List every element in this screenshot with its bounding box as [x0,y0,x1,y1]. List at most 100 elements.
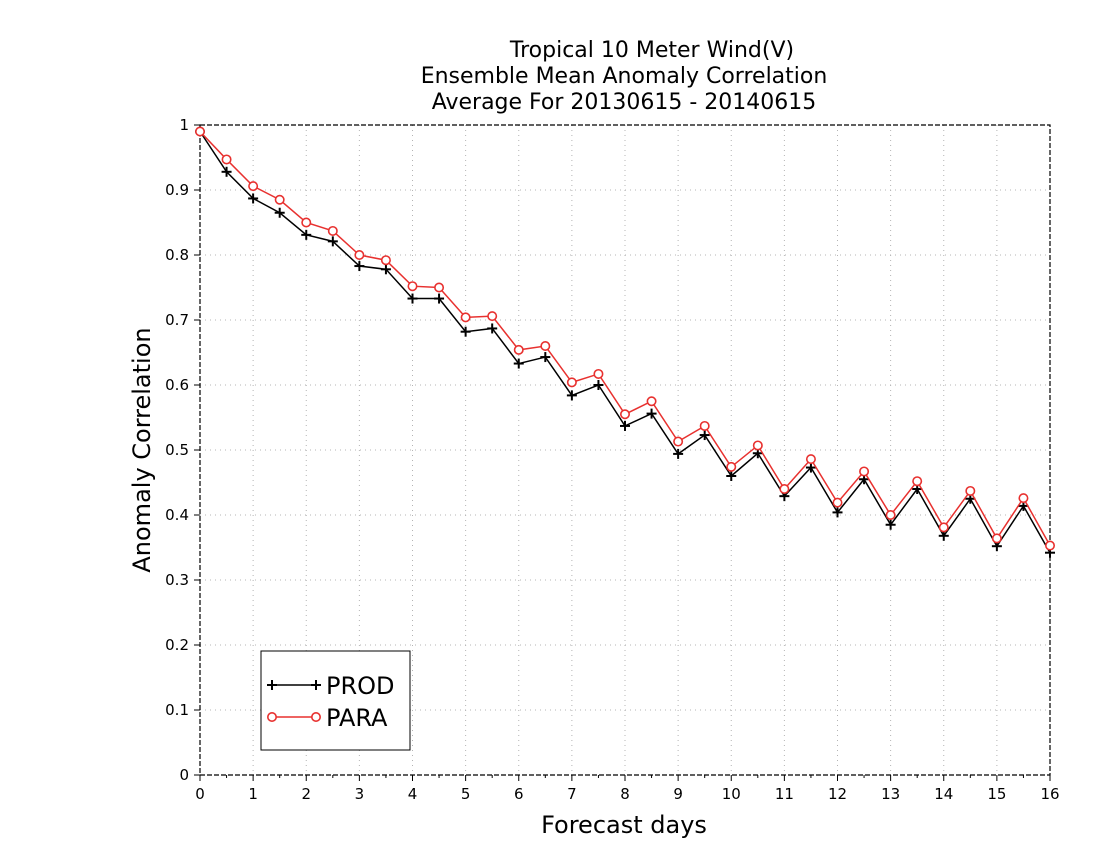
x-tick-label: 12 [828,785,847,803]
y-tick-label: 0.9 [165,181,189,199]
data-point-prod [354,261,365,272]
x-tick-label: 10 [722,785,741,803]
data-point-para [407,281,418,292]
series-para [195,126,1056,551]
data-point-para [195,126,206,137]
legend-marker-prod [267,680,277,690]
x-tick-label: 0 [195,785,205,803]
chart-title-line-1: Tropical 10 Meter Wind(V) [509,38,794,63]
series-prod [195,126,1055,558]
x-tick-label: 13 [881,785,900,803]
data-point-para [248,181,259,192]
x-tick-label: 7 [567,785,577,803]
data-point-para [991,533,1002,544]
data-point-prod [248,193,259,204]
y-tick-label: 0.5 [165,441,189,459]
x-tick-label: 14 [934,785,953,803]
x-tick-label: 16 [1040,785,1059,803]
y-tick-label: 1 [179,116,189,134]
x-tick-label: 2 [301,785,311,803]
data-point-prod [593,380,604,390]
data-point-prod [301,229,312,240]
data-point-prod [274,207,285,218]
y-tick-label: 0.8 [165,246,189,264]
data-point-para [699,420,710,431]
data-point-para [646,396,657,407]
legend-label-para: PARA [326,704,388,732]
x-tick-label: 9 [673,785,683,803]
axis-ticks [194,124,1051,781]
data-point-prod [513,358,524,369]
legend: PROD PARA [260,650,411,751]
x-tick-label: 4 [408,785,418,803]
data-point-prod [726,471,737,481]
y-tick-label: 0 [179,766,189,784]
data-point-prod [938,530,949,541]
x-tick-label: 1 [248,785,258,803]
data-point-para [1018,493,1029,504]
data-point-para [805,454,816,465]
legend-marker-para [310,711,321,722]
x-tick-label: 15 [987,785,1006,803]
y-tick-label: 0.7 [165,311,189,329]
data-point-prod [832,507,843,518]
x-tick-label: 3 [355,785,365,803]
x-axis-title: Forecast days [541,811,707,839]
data-point-para [487,311,498,322]
data-point-prod [885,519,896,530]
data-point-prod [699,430,710,441]
x-tick-label: 8 [620,785,630,803]
chart-title-line-3: Average For 20130615 - 20140615 [432,90,817,115]
y-tick-label: 0.4 [165,506,189,524]
legend-label-prod: PROD [326,672,395,700]
data-point-para [832,497,843,508]
data-point-prod [540,352,551,363]
x-tick-label: 11 [775,785,794,803]
data-point-para [1045,540,1056,551]
data-point-para [460,312,471,323]
data-point-para [327,225,338,236]
data-point-para [885,509,896,520]
data-point-para [540,340,551,351]
legend-marker-para [266,711,277,722]
chart-title-line-2: Ensemble Mean Anomaly Correlation [421,64,828,89]
data-point-para [274,194,285,205]
data-point-para [938,522,949,533]
data-point-para [513,344,524,355]
y-tick-label: 0.1 [165,701,189,719]
data-point-para [912,476,923,487]
data-point-para [566,377,577,388]
data-point-prod [407,293,418,304]
data-point-para [301,217,312,228]
data-point-prod [327,236,338,247]
data-point-prod [487,323,498,334]
data-point-para [673,436,684,447]
y-axis-title: Anomaly Correlation [128,327,156,572]
data-point-para [752,440,763,451]
data-point-prod [805,462,816,473]
legend-items: PROD PARA [266,672,395,732]
data-point-prod [646,408,657,419]
data-point-prod [434,293,445,304]
data-point-para [434,282,445,293]
data-point-prod [221,166,232,177]
y-tick-label: 0.6 [165,376,189,394]
data-point-para [965,485,976,496]
data-point-prod [566,390,577,401]
series [195,126,1056,558]
data-point-prod [460,326,471,337]
data-point-para [354,250,365,261]
data-point-prod [380,264,391,275]
data-point-para [221,154,232,165]
x-tick-label: 5 [461,785,471,803]
data-point-prod [673,448,684,459]
x-tick-label: 6 [514,785,524,803]
data-point-para [593,368,604,379]
data-point-para [779,483,790,494]
data-point-prod [620,420,630,431]
data-point-para [726,461,737,472]
data-point-para [619,409,630,420]
legend-marker-prod [311,680,321,690]
